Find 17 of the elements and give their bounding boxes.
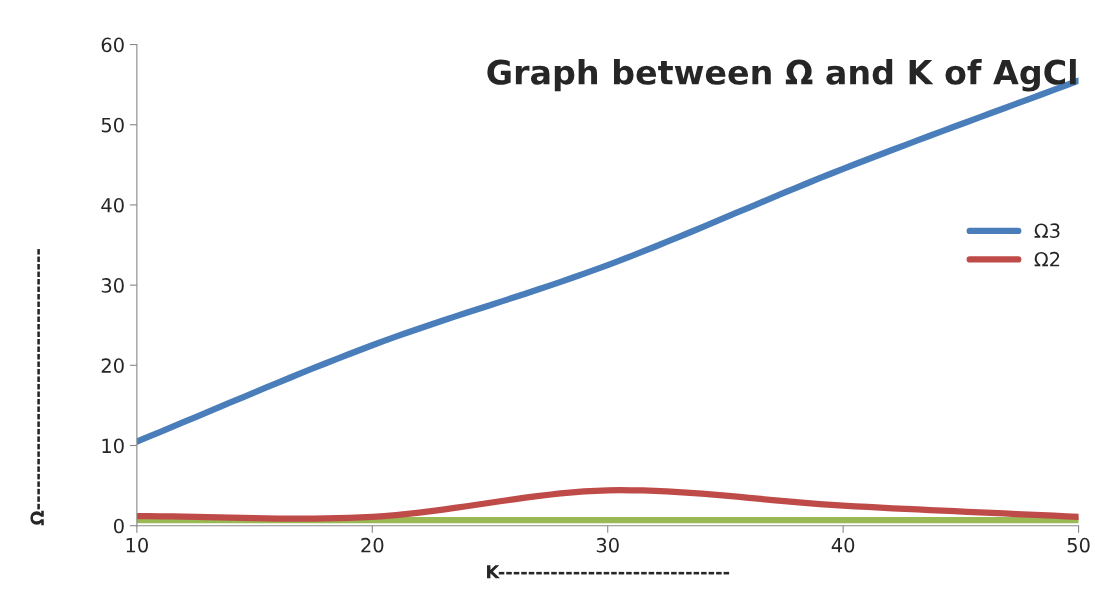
x-axis-title: K------------------------------- (487, 565, 730, 579)
chart-title: Graph between Ω and K of AgCl (487, 59, 1076, 92)
y-tick-label: 30 (101, 278, 124, 293)
y-tick-label: 20 (101, 358, 124, 373)
legend-label: Ω2 (1034, 251, 1060, 267)
x-tick-label: 20 (361, 537, 384, 553)
x-tick-label: 40 (831, 537, 855, 553)
x-tick-label: 10 (126, 537, 148, 553)
y-tick-label: 60 (101, 37, 124, 53)
legend-label: Ω3 (1034, 223, 1060, 238)
x-tick-label: 30 (596, 537, 619, 553)
x-tick-label: 50 (1067, 537, 1090, 553)
y-tick-label: 10 (102, 438, 124, 454)
y-tick-label: 40 (101, 197, 124, 213)
y-tick-label: 0 (113, 518, 124, 534)
y-axis-title: Ω----------------------------------- (30, 249, 44, 526)
y-tick-label: 50 (101, 117, 124, 133)
